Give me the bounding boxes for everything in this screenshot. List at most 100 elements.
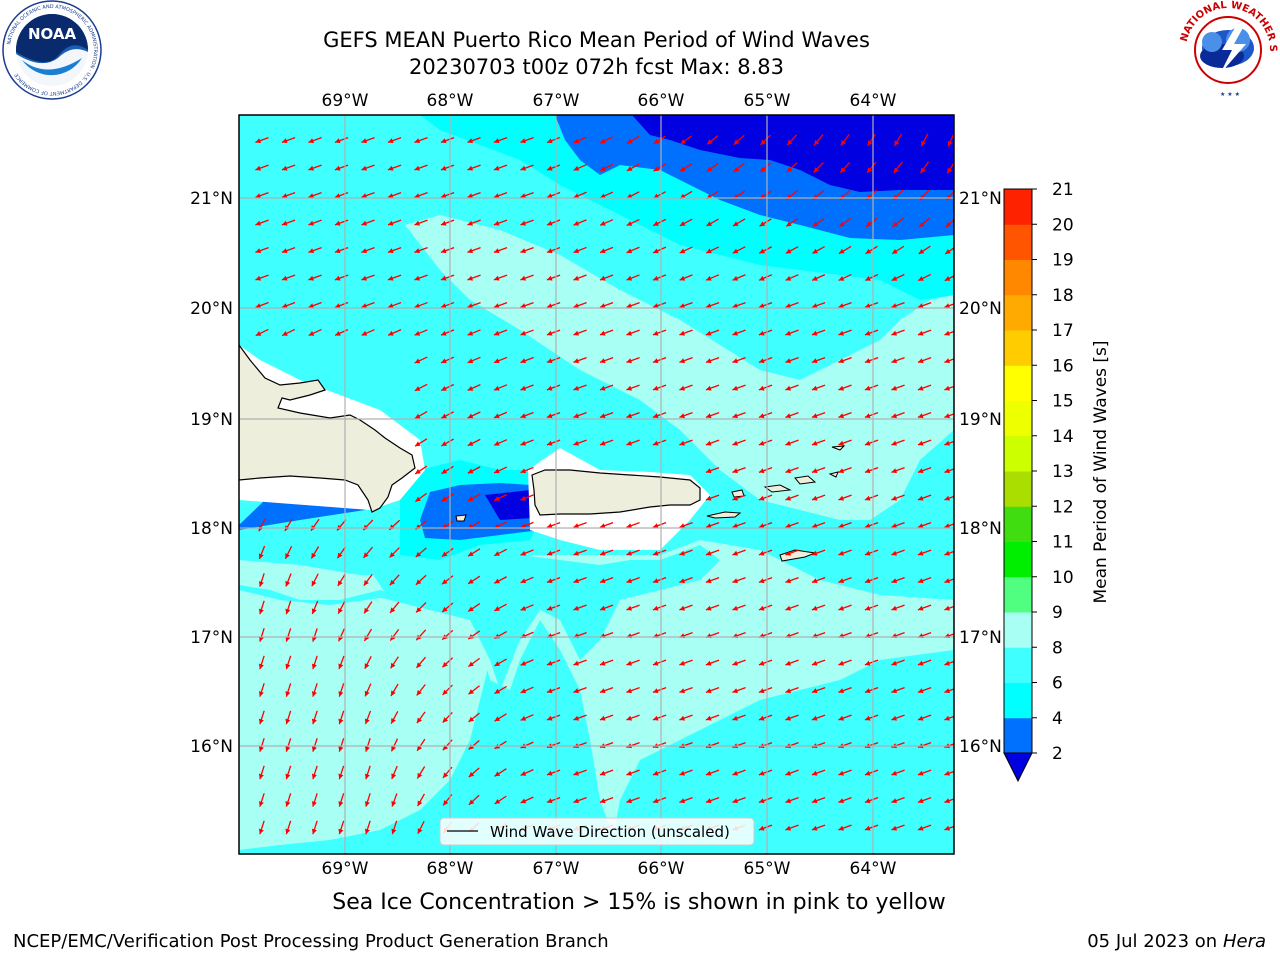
colorbar-extend (1003, 752, 1033, 783)
wind-arrow-head (840, 167, 846, 173)
colorbar-segment (1004, 682, 1032, 719)
wind-arrow-head (441, 579, 448, 585)
wind-arrow-head (494, 413, 500, 419)
wind-arrow-head (944, 688, 951, 694)
wind-arrow-head (494, 551, 500, 556)
lon-label-top: 67°W (533, 91, 580, 111)
wind-arrow-head (546, 605, 553, 611)
wind-arrow-head (599, 798, 606, 804)
colorbar-label: Mean Period of Wind Waves [s] (1091, 340, 1111, 603)
vieques-land (706, 511, 742, 519)
wind-arrow-head (679, 385, 686, 391)
wind-arrow-head (758, 413, 765, 419)
wind-arrow-head (467, 303, 474, 309)
wind-arrow-head (944, 550, 951, 556)
wind-arrow-head (414, 275, 421, 281)
wind-arrow-head (811, 715, 818, 721)
wind-arrow-head (626, 770, 633, 776)
wind-arrow-head (864, 660, 871, 666)
wind-arrow-head (865, 275, 871, 281)
wind-arrow-head (732, 358, 739, 364)
wind-arrow-head (706, 248, 712, 254)
wind-arrow-head (520, 660, 527, 666)
colorbar-segment (1004, 189, 1032, 225)
wind-arrow-head (281, 275, 288, 281)
wind-arrow-head (626, 550, 633, 556)
gridlines (239, 115, 954, 854)
wind-arrow-head (891, 578, 898, 584)
wind-arrow-head (867, 167, 873, 173)
wind-arrow-head (652, 330, 659, 336)
colorbar-segment (1004, 259, 1032, 296)
wind-arrow-head (440, 303, 447, 309)
wind-arrow-head (840, 140, 846, 146)
wind-arrow-head (679, 275, 686, 281)
wind-arrow-head (520, 358, 527, 364)
wind-arrow-head (944, 440, 951, 446)
wind-arrow-head (811, 798, 818, 804)
lat-label-left: 20°N (190, 299, 233, 319)
colorbar-segment (1004, 541, 1032, 578)
wind-wave-arrows (255, 133, 954, 835)
wind-arrow-head (705, 440, 712, 446)
colorbar-segment (1004, 435, 1032, 472)
wind-arrow-head (442, 661, 448, 668)
wind-arrow-head (440, 275, 447, 281)
wind-arrow-head (414, 220, 421, 226)
lon-label-bottom: 66°W (638, 859, 685, 879)
wind-arrow-head (917, 468, 924, 474)
wind-arrow-head (838, 715, 845, 721)
wind-arrow-head (441, 441, 448, 446)
wind-arrow-head (944, 413, 951, 419)
wind-arrow-head (415, 496, 421, 502)
wind-arrow-head (811, 688, 818, 694)
wind-arrow-head (891, 825, 898, 831)
wind-arrow-head (652, 550, 659, 556)
wind-arrow-head (758, 825, 765, 831)
wind-arrow-head (520, 688, 527, 694)
wind-arrow-head (599, 330, 606, 336)
wind-arrow-head (467, 330, 474, 336)
wind-arrow-head (281, 220, 288, 226)
colorbar-segment (1004, 365, 1032, 401)
colorbar: 2 4 6 8 9 10 11 12 13 14 15 16 17 18 19 20 21 (1003, 180, 1074, 783)
wind-arrow-head (733, 139, 740, 145)
colorbar-segment (1004, 647, 1032, 683)
wind-arrow-head (891, 330, 898, 336)
wind-arrow-head (494, 496, 500, 501)
contour-field (239, 115, 954, 854)
wind-arrow-head (626, 660, 633, 666)
wind-arrow-head (599, 385, 606, 391)
wind-arrow-head (732, 715, 739, 721)
wind-arrow-head (258, 691, 264, 697)
wind-arrow-head (338, 801, 344, 807)
wind-arrow-head (864, 770, 871, 776)
wind-arrow-head (679, 358, 686, 364)
wind-arrow-head (414, 386, 421, 391)
wind-arrow-head (758, 495, 765, 501)
lat-label-left: 17°N (190, 628, 233, 648)
wind-arrow-head (785, 330, 792, 336)
wind-arrow-head (416, 717, 422, 724)
wind-arrow-head (679, 248, 686, 254)
wind-arrow-head (626, 193, 633, 199)
wind-arrow-head (573, 275, 580, 281)
wind-arrow-head (705, 550, 712, 556)
wind-arrow-head (494, 440, 500, 446)
colorbar-tick-label: 11 (1052, 533, 1074, 553)
wind-arrow-head (891, 715, 898, 721)
wind-arrow-head (653, 193, 659, 199)
colorbar-tick-label: 9 (1052, 603, 1063, 623)
wind-arrow-head (917, 523, 924, 529)
wind-arrow-head (732, 303, 739, 309)
wind-arrow-head (361, 303, 368, 309)
wind-arrow-head (919, 221, 925, 228)
colorbar-tick-label: 12 (1052, 497, 1074, 517)
wind-arrow-head (338, 663, 344, 670)
lat-label-right: 19°N (959, 410, 1002, 430)
wind-arrow-head (864, 605, 871, 611)
wind-arrow-head (758, 523, 765, 529)
wind-arrow-head (546, 550, 553, 556)
wind-arrow-head (467, 468, 474, 474)
map-frame (238, 114, 955, 855)
